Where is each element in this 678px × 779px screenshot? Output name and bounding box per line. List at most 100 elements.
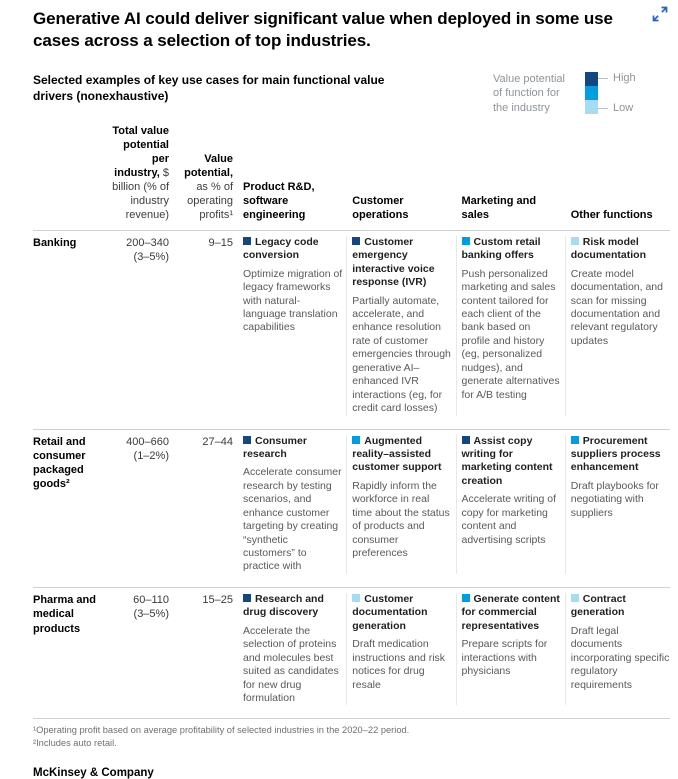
total-value: 200–340 bbox=[126, 236, 169, 249]
use-case-cell: Risk model documentation Create model doc… bbox=[564, 235, 670, 416]
column-header-other-functions: Other functions bbox=[570, 208, 653, 221]
value-potential-swatch-medium-icon bbox=[352, 435, 361, 444]
footnotes: ¹Operating profit based on average profi… bbox=[33, 724, 670, 749]
total-value-pct: (1–2%) bbox=[133, 449, 169, 462]
use-case-desc: Create model documentation, and scan for… bbox=[570, 267, 663, 347]
use-case-title: Assist copy writing for marketing conten… bbox=[461, 435, 561, 489]
value-potential-swatch-medium-icon bbox=[461, 593, 470, 602]
total-value-cell: 400–660 (1–2%) bbox=[109, 435, 169, 574]
use-case-title-text: Augmented reality–assisted customer supp… bbox=[352, 434, 442, 474]
use-case-cell: Customer emergency interactive voice res… bbox=[346, 235, 451, 416]
industry-label: Retail and consumer packaged goods² bbox=[33, 435, 86, 491]
use-case-cell: Augmented reality–assisted customer supp… bbox=[346, 434, 451, 574]
legend: Value potential of function for the indu… bbox=[493, 72, 636, 115]
use-case-title: Legacy code conversion bbox=[243, 236, 342, 263]
use-case-cell: Assist copy writing for marketing conten… bbox=[455, 434, 561, 574]
use-case-desc: Partially automate, accelerate, and enha… bbox=[352, 294, 451, 415]
use-case-title: Risk model documentation bbox=[570, 235, 670, 263]
use-case-desc: Prepare scripts for interactions with ph… bbox=[461, 638, 548, 678]
use-case-cell: Legacy code conversion Optimize migration… bbox=[243, 236, 342, 416]
value-potential-swatch-low-icon bbox=[352, 593, 361, 602]
use-case-cell: Contract generation Draft legal documents… bbox=[564, 592, 670, 706]
legend-tick-labels: High Low bbox=[598, 72, 636, 114]
expand-icon[interactable] bbox=[652, 6, 668, 22]
value-potential-swatch-low-icon bbox=[570, 236, 579, 245]
use-case-cell: Custom retail banking offers Push persona… bbox=[455, 235, 561, 416]
use-case-title: Customer emergency interactive voice res… bbox=[352, 236, 451, 290]
use-case-title: Customer documentation generation bbox=[352, 593, 451, 633]
total-value-header-rest: $ billion (% of industry revenue) bbox=[112, 166, 169, 221]
page-title: Generative AI could deliver significant … bbox=[33, 9, 613, 51]
use-case-title-text: Legacy code conversion bbox=[243, 235, 319, 262]
table-body: Banking 200–340 (3–5%) 9–15 Legacy code conv… bbox=[33, 229, 670, 720]
use-case-title-text: Risk model documentation bbox=[570, 235, 646, 262]
value-potential-header: Value potential, as % of operating profi… bbox=[179, 153, 233, 223]
value-potential-swatch-low-icon bbox=[570, 593, 579, 602]
use-case-title-text: Customer documentation generation bbox=[352, 592, 428, 632]
value-potential-swatch-medium-icon bbox=[461, 236, 470, 245]
use-case-title-text: Custom retail banking offers bbox=[461, 235, 541, 262]
value-potential-swatch-high-icon bbox=[243, 435, 251, 444]
value-potential-swatch-high-icon bbox=[461, 435, 470, 444]
use-case-desc: Draft legal documents incorporating spec… bbox=[570, 624, 670, 691]
value-potential-header-bold: Value potential, bbox=[184, 153, 233, 179]
legend-high-label: High bbox=[613, 72, 636, 85]
use-case-desc: Draft playbooks for negotiating with sup… bbox=[570, 479, 659, 519]
table-row: Pharma and medical products 60–110 (3–5%) 1… bbox=[33, 586, 670, 719]
use-case-title: Generate content for commercial represen… bbox=[461, 592, 561, 633]
value-potential-swatch-high-icon bbox=[243, 236, 251, 245]
total-value-pct: (3–5%) bbox=[133, 251, 169, 264]
industry-label: Banking bbox=[33, 236, 77, 249]
use-case-desc: Draft medication instructions and risk n… bbox=[352, 638, 446, 691]
table-row: Retail and consumer packaged goods² 400–6… bbox=[33, 428, 670, 587]
subtitle-legend-row: Selected examples of key use cases for m… bbox=[33, 72, 670, 115]
tick-dash-icon bbox=[598, 107, 608, 109]
total-value-cell: 200–340 (3–5%) bbox=[109, 236, 169, 416]
legend-high: High bbox=[598, 72, 636, 84]
tick-dash-icon bbox=[598, 77, 608, 79]
value-potential: 9–15 bbox=[208, 236, 233, 249]
use-case-cell: Generate content for commercial represen… bbox=[455, 592, 561, 706]
table-row: Banking 200–340 (3–5%) 9–15 Legacy code conv… bbox=[33, 229, 670, 429]
use-case-title-text: Research and drug discovery bbox=[243, 592, 324, 619]
total-value-cell: 60–110 (3–5%) bbox=[109, 593, 169, 706]
value-potential-header-rest: as % of operating profits¹ bbox=[187, 180, 233, 221]
legend-swatch-medium bbox=[585, 86, 598, 101]
use-case-title-text: Customer emergency interactive voice res… bbox=[352, 235, 435, 289]
use-case-desc: Optimize migration of legacy frameworks … bbox=[243, 267, 343, 334]
use-case-title: Contract generation bbox=[570, 592, 670, 620]
use-case-title-text: Generate content for commercial represen… bbox=[461, 592, 560, 632]
use-case-cell: Customer documentation generation Draft m… bbox=[346, 592, 451, 706]
legend-low: Low bbox=[598, 102, 636, 114]
use-case-cell: Research and drug discovery Accelerate th… bbox=[243, 593, 342, 706]
use-case-title: Procurement suppliers process enhancemen… bbox=[570, 435, 670, 475]
value-potential: 27–44 bbox=[202, 435, 233, 448]
value-potential-swatch-high-icon bbox=[243, 593, 251, 602]
total-value-pct: (3–5%) bbox=[133, 608, 169, 621]
footnote-2: ²Includes auto retail. bbox=[33, 737, 117, 748]
use-case-title-text: Contract generation bbox=[570, 592, 626, 619]
use-case-title: Research and drug discovery bbox=[243, 593, 342, 620]
value-potential: 15–25 bbox=[202, 593, 233, 606]
industry-label: Pharma and medical products bbox=[33, 593, 96, 635]
use-case-desc: Accelerate consumer research by testing … bbox=[243, 466, 342, 573]
legend-swatch-high bbox=[585, 72, 598, 87]
total-value: 60–110 bbox=[133, 593, 169, 606]
column-header-product-rd: Product R&D, software engineering bbox=[243, 180, 315, 221]
legend-swatch-low bbox=[585, 100, 598, 115]
total-value-header: Total value potential per industry, $ bi… bbox=[109, 125, 169, 223]
use-case-desc: Push personalized marketing and sales co… bbox=[461, 267, 560, 401]
legend-low-label: Low bbox=[613, 102, 634, 115]
use-case-cell: Consumer research Accelerate consumer res… bbox=[243, 435, 342, 574]
legend-color-bar bbox=[585, 72, 598, 115]
use-case-cell: Procurement suppliers process enhancemen… bbox=[564, 434, 670, 574]
use-case-desc: Rapidly inform the workforce in real tim… bbox=[352, 479, 450, 560]
value-potential-swatch-high-icon bbox=[352, 236, 361, 245]
total-value: 400–660 bbox=[126, 435, 169, 448]
value-potential-swatch-medium-icon bbox=[570, 435, 579, 444]
legend-label: Value potential of function for the indu… bbox=[493, 73, 565, 114]
brand-logo: McKinsey & Company bbox=[33, 766, 154, 779]
use-case-title: Augmented reality–assisted customer supp… bbox=[352, 435, 451, 475]
use-case-desc: Accelerate the selection of proteins and… bbox=[243, 624, 339, 704]
